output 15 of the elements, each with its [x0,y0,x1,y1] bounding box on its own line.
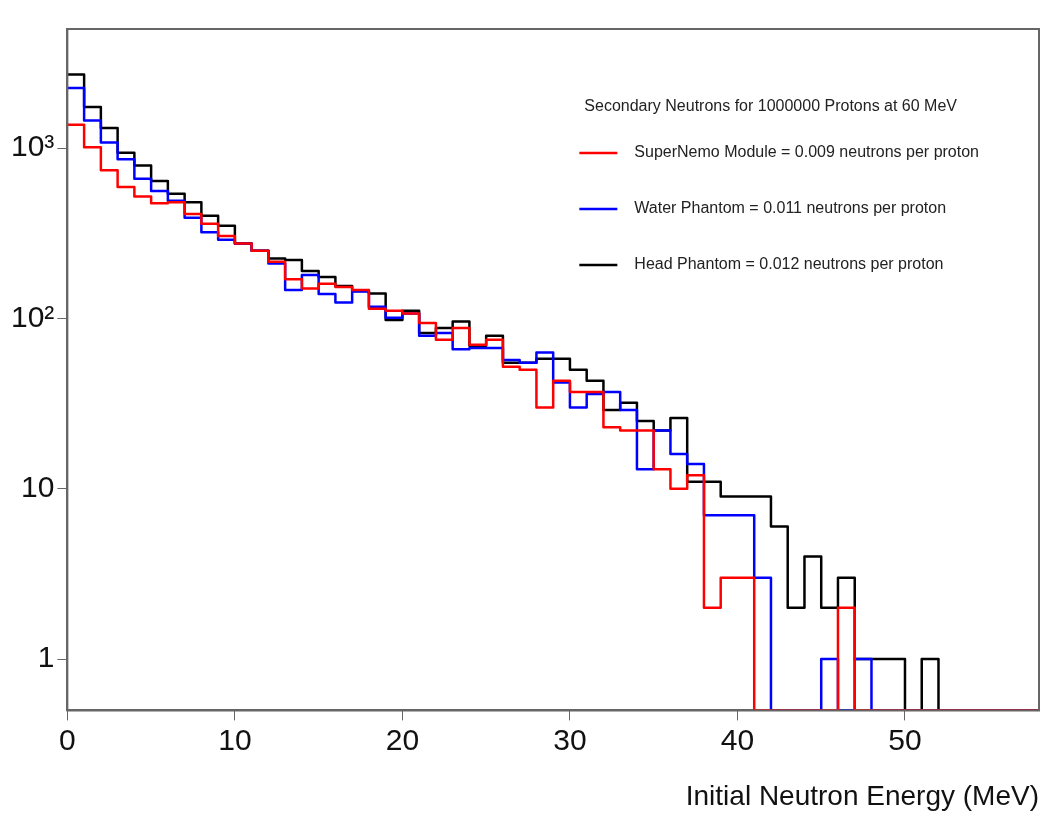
x-tick-label: 0 [59,722,76,756]
x-tick-label: 10 [218,722,252,756]
x-tick-label: 40 [720,722,755,756]
legend-title: Secondary Neutrons for 1000000 Protons at 60 MeV [584,97,958,115]
y-tick-label: 10² [11,299,55,333]
y-tick-label: 1 [37,640,55,674]
legend-label: SuperNemo Module = 0.009 neutrons per proton [634,143,980,161]
x-tick-label: 30 [553,722,587,756]
y-tick-label: 10 [20,470,55,504]
x-axis-title: Initial Neutron Energy (MeV) [685,779,1039,811]
y-tick-label: 10³ [11,129,55,163]
x-tick-label: 50 [888,722,922,756]
x-tick-label: 20 [385,722,420,756]
legend-label: Water Phantom = 0.011 neutrons per proton [634,199,947,217]
legend-label: Head Phantom = 0.012 neutrons per proton [634,255,944,273]
